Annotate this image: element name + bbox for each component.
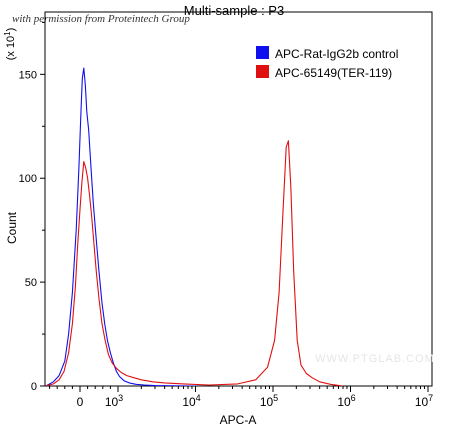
x-tick-label: 105 [260,393,278,409]
y-tick-label: 150 [19,69,37,81]
x-tick-label: 103 [105,393,123,409]
x-tick-label: 107 [415,393,433,409]
y-multiplier-label: (x 101) [3,28,17,61]
y-tick-label: 100 [19,173,37,185]
series-layer [45,67,344,386]
x-tick-label: 106 [337,393,355,409]
plot-area [44,11,433,387]
plot-frame [44,11,433,387]
x-tick-label: 104 [182,393,200,409]
legend-swatch-ter119 [256,65,269,78]
x-axis-label: APC-A [220,413,257,427]
legend-swatch-control [256,46,269,59]
series-line-control [45,67,196,386]
legend-label-control: APC-Rat-IgG2b control [275,47,398,61]
y-axis-label: Count [5,211,19,244]
legend-label-ter119: APC-65149(TER-119) [275,66,392,80]
x-axis: 0 103 104 105 106 107 [49,386,433,409]
series-line-ter119 [45,140,344,386]
permission-note: with permission from Proteintech Group [12,13,190,25]
y-axis: 0 50 100 150 [19,21,45,393]
y-tick-label: 0 [31,381,37,393]
legend: APC-Rat-IgG2b control APC-65149(TER-119) [256,46,398,80]
chart-title: Multi-sample : P3 [184,3,284,18]
x-tick-label: 0 [77,395,84,409]
watermark: WWW.PTGLAB.COM [315,353,435,365]
y-tick-label: 50 [25,277,37,289]
